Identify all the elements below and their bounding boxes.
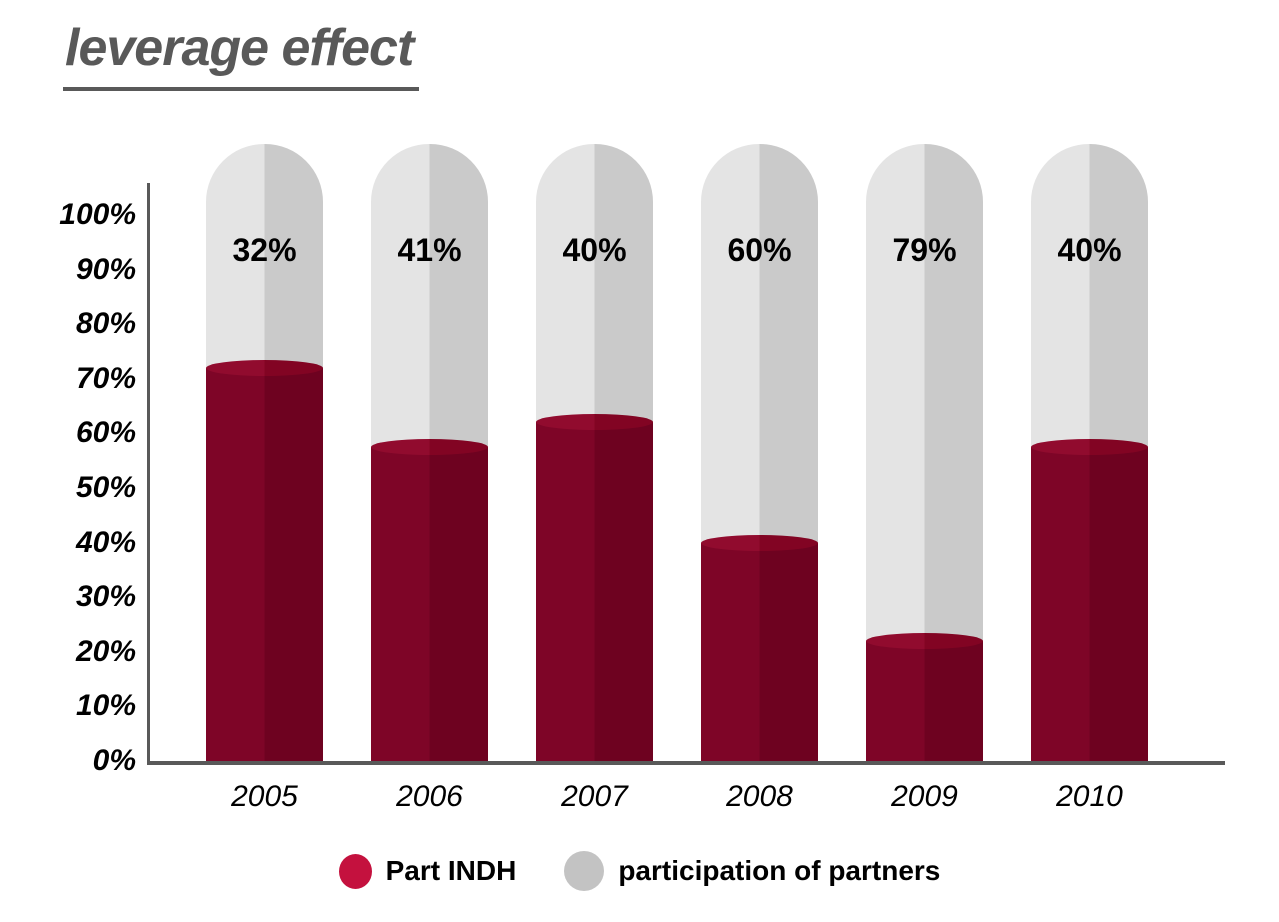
bar-value-label: 40% [562,232,627,268]
x-category-label: 2005 [231,780,298,813]
x-category-label: 2009 [891,780,958,813]
bar-red-body [701,542,818,761]
bar-group-2005: 32% [206,144,323,761]
legend-label-partners: participation of partners [618,855,941,886]
y-tick-label: 30% [75,580,136,614]
bar-group-2008: 60% [701,144,818,761]
x-category-label: 2006 [396,780,463,813]
legend-gray-dot-icon [564,851,605,891]
chart-title-block: leverage effect [63,19,420,92]
y-tick-label: 40% [75,525,136,559]
y-axis-line [147,183,150,765]
chart-title: leverage effect [65,19,414,77]
y-tick-label: 10% [75,689,136,723]
bar-value-label: 40% [1057,232,1122,268]
bar-red-top-ellipse [701,534,818,551]
bar-red-body [371,447,488,761]
bar-red-segment [701,534,818,761]
legend-item-part-indh: Part INDH [338,853,517,889]
bar-red-top-ellipse [371,439,488,456]
x-category-label: 2010 [1056,780,1123,813]
bar-red-segment [536,414,653,761]
bar-group-2006: 41% [371,144,488,761]
y-tick-label: 80% [75,307,136,341]
bar-group-2007: 40% [536,144,653,761]
bar-group-2010: 40% [1031,144,1148,761]
bar-red-top-ellipse [1031,439,1148,456]
bar-value-label: 41% [397,232,462,268]
y-tick-label: 90% [75,252,136,286]
y-tick-label: 60% [75,416,136,450]
legend-label-part-indh: Part INDH [385,855,517,886]
bar-red-segment [866,632,983,761]
bar-red-body [866,640,983,761]
legend-red-dot-icon [338,853,372,889]
bar-red-body [536,422,653,761]
bar-red-body [1031,447,1148,761]
y-tick-label: 70% [75,361,136,395]
bar-value-label: 79% [892,232,957,268]
bar-red-body [206,367,323,761]
bar-red-segment [1031,439,1148,761]
bar-red-top-ellipse [866,632,983,649]
bar-red-top-ellipse [536,414,653,431]
bar-value-label: 32% [232,232,297,268]
bar-group-2009: 79% [866,144,983,761]
bar-red-segment [206,359,323,761]
legend-item-partners: participation of partners [564,851,940,891]
x-category-label: 2007 [561,780,628,813]
x-category-label: 2008 [726,780,793,813]
bar-value-label: 60% [727,232,792,268]
bar-red-segment [371,439,488,761]
bar-red-top-ellipse [206,359,323,376]
y-tick-label: 50% [75,471,136,504]
y-tick-label: 100% [59,198,136,231]
y-tick-label: 0% [92,744,136,777]
legend: Part INDH participation of partners [0,846,1279,896]
y-tick-label: 20% [75,634,136,668]
x-axis-line [147,761,1225,765]
